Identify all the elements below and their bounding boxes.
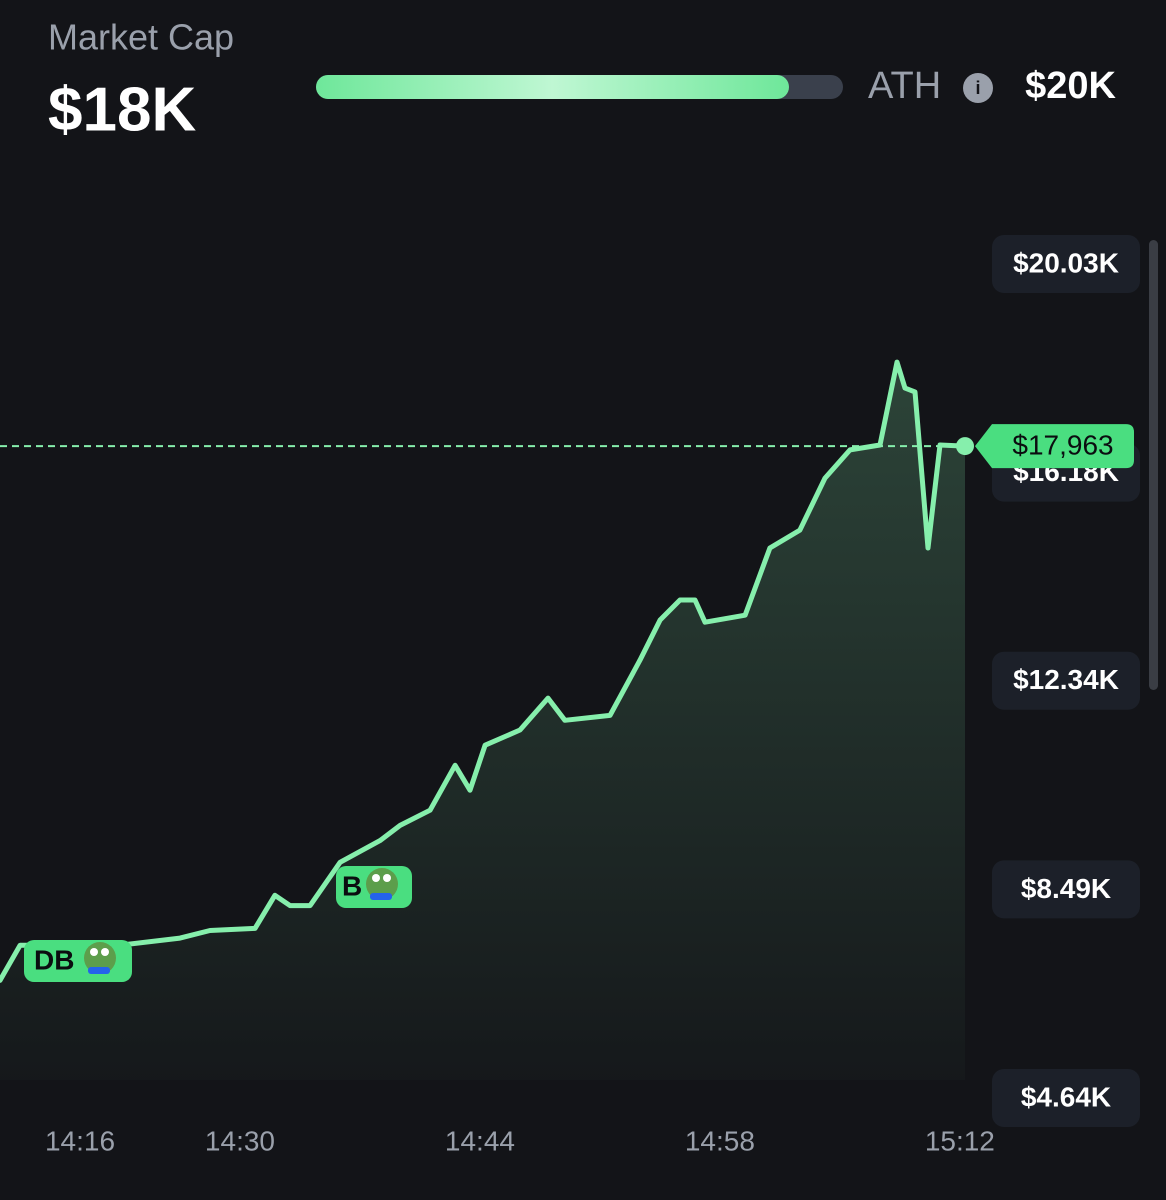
- x-tick-label: 14:16: [45, 1125, 115, 1156]
- y-tick-box: [992, 1069, 1140, 1127]
- header-value: $18K: [48, 75, 196, 144]
- scrollbar[interactable]: [1149, 240, 1158, 690]
- info-icon-text: i: [975, 78, 980, 98]
- y-tick-box: [992, 860, 1140, 919]
- frog-eye: [372, 874, 380, 882]
- frog-shirt: [370, 893, 392, 900]
- y-tick-box: [992, 651, 1140, 710]
- x-tick-label: 14:30: [205, 1125, 275, 1156]
- frog-eye: [101, 948, 109, 956]
- price-tag-box: [975, 424, 1134, 469]
- ath-value: $20K: [1025, 65, 1116, 107]
- frog-shirt: [88, 967, 110, 974]
- plot: $20.03K$16.18K$12.34K$8.49K$4.64K$17,963…: [0, 235, 1140, 1156]
- y-tick-label: $20.03K: [1013, 247, 1119, 278]
- area: [0, 362, 966, 1081]
- price-tag: $17,963: [975, 424, 1134, 469]
- annotation: B: [336, 866, 412, 908]
- annotation-label: B: [342, 870, 362, 901]
- y-tick-label: $8.49K: [1021, 873, 1111, 904]
- annotation: DB: [24, 940, 132, 982]
- y-tick-label: $4.64K: [1021, 1081, 1111, 1112]
- info-icon[interactable]: [963, 73, 993, 103]
- price-tag-label: $17,963: [1012, 429, 1113, 460]
- y-tick-label: $12.34K: [1013, 664, 1119, 695]
- line: [0, 359, 968, 983]
- frog-eye: [383, 874, 391, 882]
- x-tick-label: 15:12: [925, 1125, 995, 1156]
- frog-eye: [90, 948, 98, 956]
- progress-fill: [316, 75, 789, 99]
- annotation-label: DB: [34, 944, 74, 975]
- ath-label: ATH: [868, 65, 941, 107]
- annotations: DB B: [24, 866, 412, 982]
- x-tick-label: 14:44: [445, 1125, 515, 1156]
- y-tick-box: [992, 235, 1140, 293]
- last-point: [956, 437, 975, 456]
- header-title: Market Cap: [48, 17, 234, 58]
- x-tick-label: 14:58: [685, 1125, 755, 1156]
